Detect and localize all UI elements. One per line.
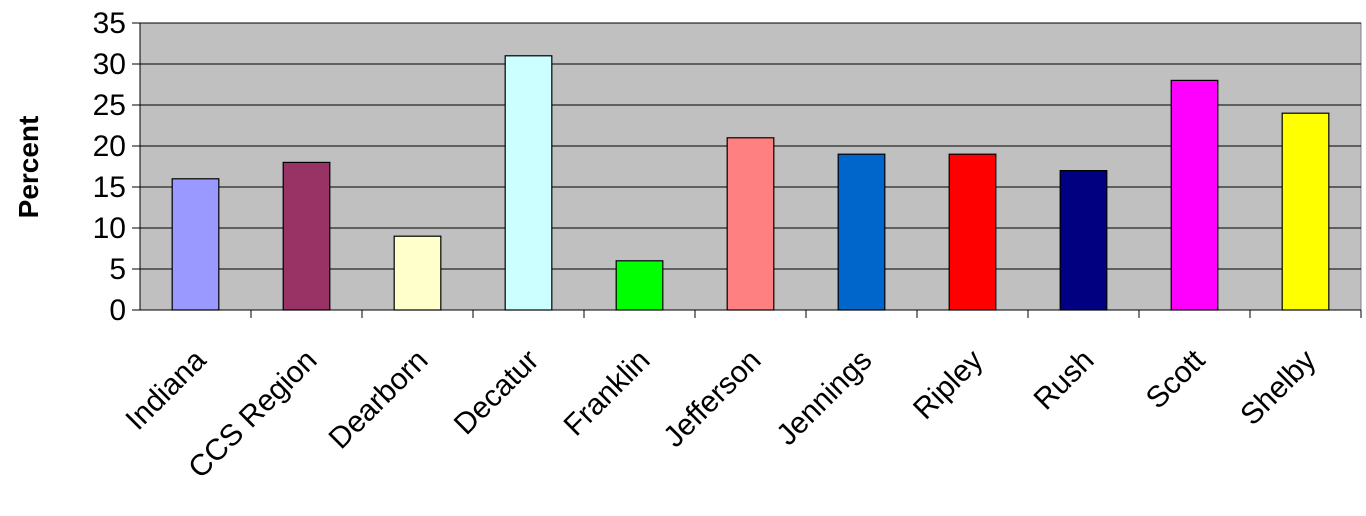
y-tick-label: 25 — [93, 89, 126, 122]
bars — [171, 55, 1330, 311]
bar-shelby — [1281, 112, 1330, 311]
x-tick-label: Decatur — [448, 344, 546, 442]
gridlines — [140, 22, 1361, 270]
bar-indiana — [171, 178, 220, 311]
bar-jennings — [837, 153, 886, 311]
x-tick-label: Shelby — [1234, 344, 1322, 432]
y-tick-label: 5 — [109, 253, 126, 286]
bar-scott — [1170, 79, 1219, 311]
x-tick-label: Indiana — [120, 343, 213, 436]
x-tick-label: Rush — [1028, 344, 1101, 417]
axes — [132, 22, 1362, 318]
x-tick-label: Franklin — [558, 344, 657, 443]
y-tick-label: 30 — [93, 48, 126, 81]
bar-dearborn — [393, 235, 442, 311]
bar-jefferson — [726, 137, 775, 311]
y-tick-label: 35 — [93, 7, 126, 40]
y-tick-label: 10 — [93, 212, 126, 245]
x-tick-label: Scott — [1140, 343, 1212, 415]
y-tick-label: 20 — [93, 130, 126, 163]
y-tick-label: 0 — [109, 294, 126, 327]
x-tick-label: Jefferson — [657, 344, 767, 454]
y-axis-label: Percent — [13, 116, 44, 219]
x-tick-label: Jennings — [770, 344, 878, 452]
x-tick-label: Dearborn — [323, 344, 435, 456]
bar-decatur — [504, 55, 553, 311]
bar-rush — [1059, 170, 1108, 311]
x-tick-label: Ripley — [907, 344, 989, 426]
bar-ccs-region — [282, 161, 331, 311]
y-tick-labels: 0 5 10 15 20 25 30 35 — [93, 7, 126, 327]
bar-ripley — [948, 153, 997, 311]
y-tick-label: 15 — [93, 171, 126, 204]
bar-franklin — [615, 260, 664, 311]
